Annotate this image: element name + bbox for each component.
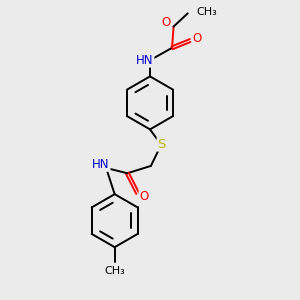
Text: HN: HN — [136, 54, 154, 67]
Text: HN: HN — [92, 158, 110, 171]
Text: S: S — [158, 138, 166, 151]
Text: CH₃: CH₃ — [104, 266, 125, 276]
Text: O: O — [192, 32, 201, 46]
Text: O: O — [140, 190, 149, 203]
Text: CH₃: CH₃ — [196, 7, 217, 17]
Text: O: O — [162, 16, 171, 29]
